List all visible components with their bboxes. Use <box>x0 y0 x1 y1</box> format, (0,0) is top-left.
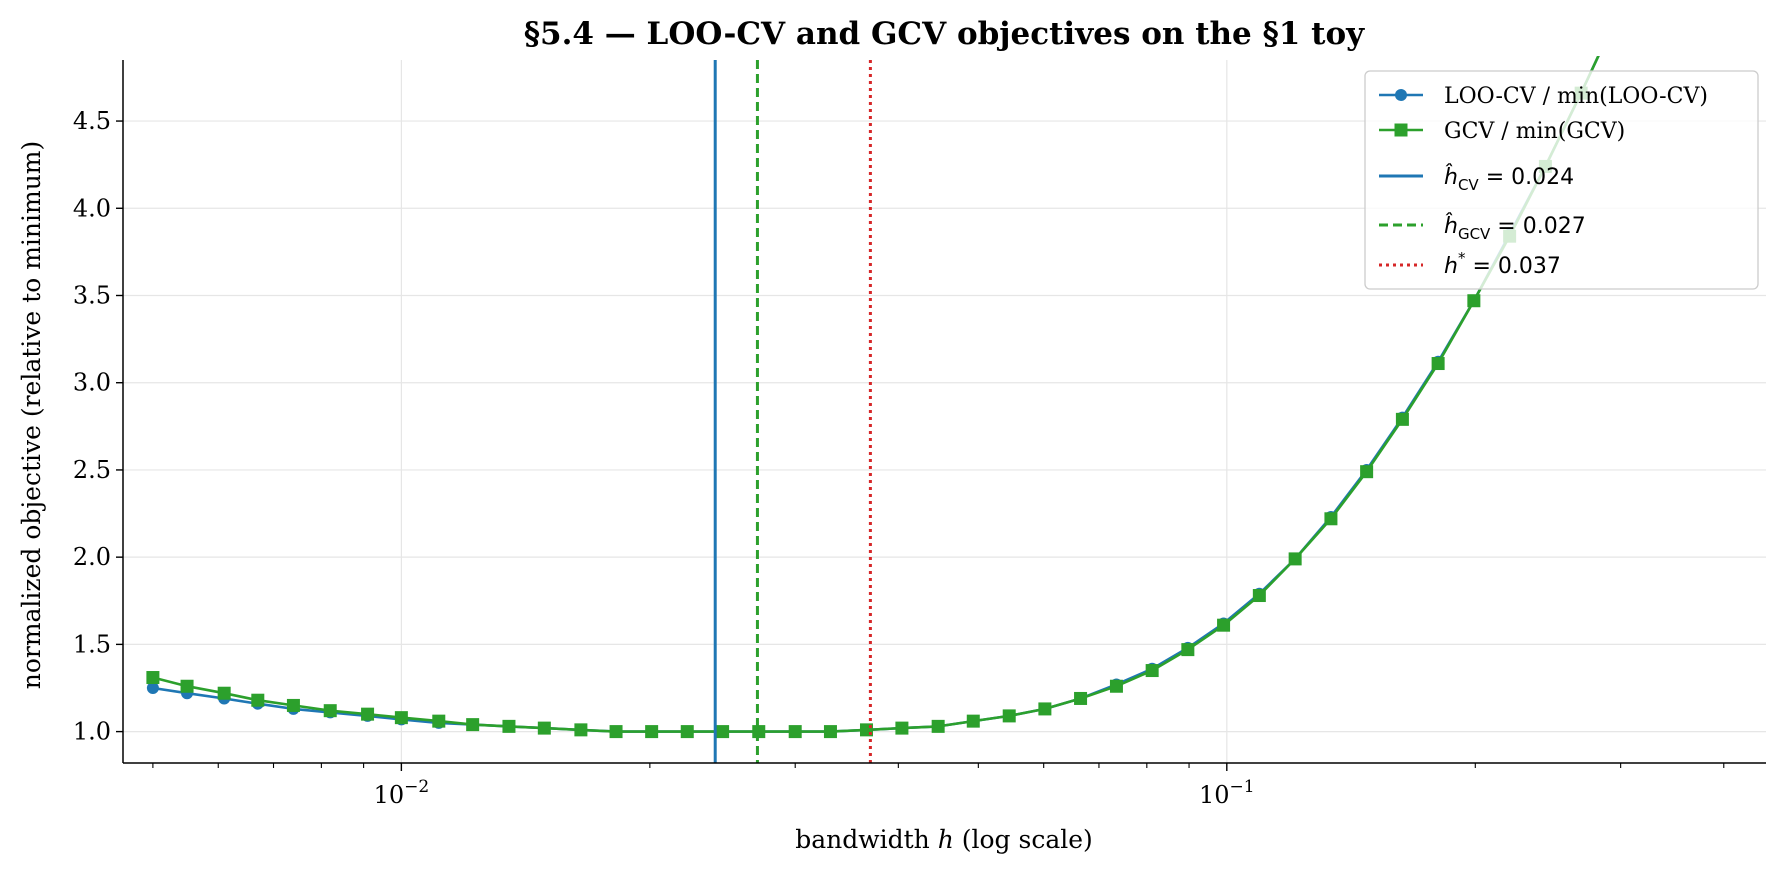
data-point <box>1394 123 1408 137</box>
data-point <box>1610 10 1623 23</box>
data-point <box>1038 702 1052 716</box>
data-point <box>1360 465 1374 479</box>
x-axis-label-suffix: (log scale) <box>954 825 1093 854</box>
data-point <box>361 707 375 721</box>
data-point <box>1611 10 1623 22</box>
data-point <box>251 693 265 707</box>
legend-label: LOO-CV / min(LOO-CV) <box>1444 84 1708 109</box>
axes <box>122 60 1766 764</box>
data-point <box>680 725 694 739</box>
data-point <box>645 725 659 739</box>
y-axis-label: normalized objective (relative to minimu… <box>17 141 46 690</box>
vertical-reference-lines <box>713 60 872 763</box>
y-tick-label: 3.5 <box>73 281 111 309</box>
legend: LOO-CV / min(LOO-CV) GCV / min(GCV) ĥCV = … <box>1364 70 1759 290</box>
data-point <box>931 719 945 733</box>
y-tick-label: 2.0 <box>73 543 111 571</box>
data-point <box>1467 294 1481 308</box>
data-point <box>1074 691 1088 705</box>
data-point <box>1252 589 1266 603</box>
data-point <box>1217 618 1231 632</box>
data-point <box>1324 512 1338 526</box>
data-point <box>323 704 337 718</box>
data-point <box>1431 357 1445 371</box>
data-point <box>180 679 194 693</box>
data-point <box>574 723 588 737</box>
chart-title: §5.4 — LOO-CV and GCV objectives on the … <box>524 16 1365 52</box>
x-axis-label-var: h <box>938 825 954 854</box>
x-axis-label-prefix: bandwidth <box>795 825 938 854</box>
data-point <box>146 681 159 694</box>
data-point <box>609 725 623 739</box>
grid-lines <box>123 60 1766 763</box>
y-tick-label: 1.0 <box>73 718 111 746</box>
data-point <box>1002 709 1016 723</box>
data-point <box>217 686 231 700</box>
data-point <box>716 725 730 739</box>
legend-label: h* = 0.037 <box>1444 249 1561 279</box>
data-point <box>752 725 766 739</box>
tick-marks: 1.0 1.5 2.0 2.5 3.0 3.5 4.0 4.5 10−2 10−1 <box>73 107 1725 809</box>
data-point <box>1395 89 1407 101</box>
y-tick-label: 4.5 <box>73 107 111 135</box>
data-point <box>502 719 516 733</box>
data-point <box>146 671 160 685</box>
data-point <box>1145 664 1159 678</box>
y-tick-label: 3.0 <box>73 369 111 397</box>
y-tick-label: 2.5 <box>73 456 111 484</box>
data-point <box>1288 552 1302 566</box>
y-tick-label: 1.5 <box>73 630 111 658</box>
data-point <box>286 698 300 712</box>
legend-label: ĥGCV = 0.027 <box>1444 213 1586 243</box>
x-axis-label: bandwidth h (log scale) <box>795 825 1093 854</box>
legend-label: ĥCV = 0.024 <box>1444 164 1574 194</box>
data-point <box>1395 412 1409 426</box>
data-point <box>1181 643 1195 657</box>
data-point <box>966 714 980 728</box>
data-point <box>537 721 551 735</box>
data-point <box>823 725 837 739</box>
legend-label: GCV / min(GCV) <box>1444 119 1625 144</box>
data-point <box>1109 679 1123 693</box>
y-tick-label: 4.0 <box>73 194 111 222</box>
legend-box <box>1364 70 1759 290</box>
data-point <box>394 711 408 725</box>
data-point <box>788 725 802 739</box>
x-tick-label: 10−2 <box>374 777 430 809</box>
data-point <box>432 714 446 728</box>
data-point <box>466 718 480 732</box>
x-tick-label: 10−1 <box>1199 777 1255 809</box>
data-point <box>895 721 909 735</box>
